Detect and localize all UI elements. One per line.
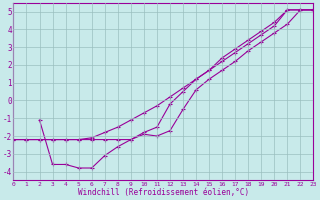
X-axis label: Windchill (Refroidissement éolien,°C): Windchill (Refroidissement éolien,°C): [78, 188, 249, 197]
